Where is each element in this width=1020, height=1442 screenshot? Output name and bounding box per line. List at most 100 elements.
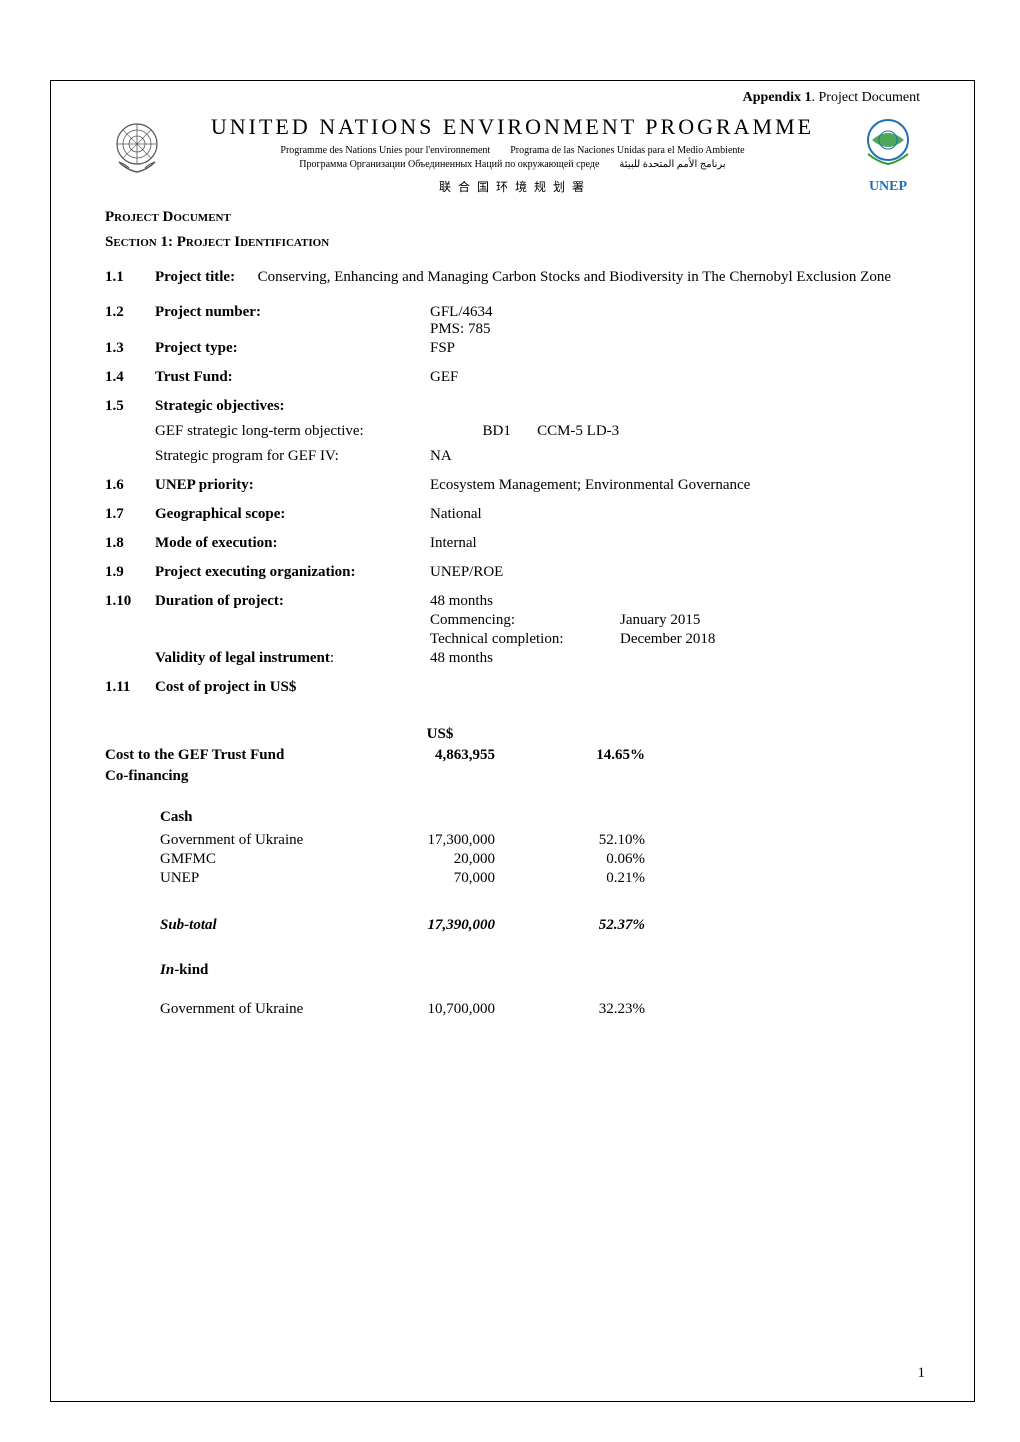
field-num: 1.6 <box>105 477 155 494</box>
field-num: 1.1 <box>105 269 155 286</box>
field-value: Conserving, Enhancing and Managing Carbo… <box>258 269 891 285</box>
field-1-9: 1.9 Project executing organization: UNEP… <box>105 564 920 581</box>
cost-currency-header: US$ <box>105 726 920 743</box>
project-number-1: GFL/4634 <box>430 304 920 321</box>
subtotal-amount: 17,390,000 <box>385 917 525 934</box>
inkind-row-0: Government of Ukraine 10,700,000 32.23% <box>105 1001 920 1018</box>
field-num: 1.3 <box>105 340 155 357</box>
cash-label: GMFMC <box>105 851 385 868</box>
subtotal-pct: 52.37% <box>525 917 645 934</box>
field-1-1: 1.1 Project title: Conserving, Enhancing… <box>105 269 920 286</box>
sub-label: GEF strategic long-term objective: <box>155 423 430 440</box>
field-1-5b: Strategic program for GEF IV: NA <box>105 448 920 465</box>
cash-pct: 0.21% <box>525 870 645 887</box>
cash-head: Cash <box>160 809 920 826</box>
commencing-value: January 2015 <box>620 612 920 629</box>
header-sub-cjk: 联 合 国 环 境 规 划 署 <box>179 178 846 195</box>
field-label: Project executing organization: <box>155 564 430 581</box>
field-label: Project type: <box>155 340 430 357</box>
field-value: GFL/4634 PMS: 785 <box>430 304 920 338</box>
validity-label: Validity of legal instrument: <box>155 650 430 667</box>
sub-label: Strategic program for GEF IV: <box>155 448 430 465</box>
cash-row-1: GMFMC 20,000 0.06% <box>105 851 920 868</box>
un-emblem-icon <box>105 114 169 178</box>
field-label: Project number: <box>155 304 430 321</box>
field-label: UNEP priority: <box>155 477 430 494</box>
field-label: Trust Fund: <box>155 369 430 386</box>
field-1-5: 1.5 Strategic objectives: <box>105 398 920 415</box>
appendix-suffix: . Project Document <box>812 90 920 105</box>
cash-row-2: UNEP 70,000 0.21% <box>105 870 920 887</box>
field-value: Ecosystem Management; Environmental Gove… <box>430 477 920 494</box>
gef-pct: 14.65% <box>525 747 645 764</box>
appendix-line: Appendix 1. Project Document <box>105 90 920 106</box>
field-label: Project title: <box>155 269 235 285</box>
cash-label: UNEP <box>105 870 385 887</box>
field-label: Strategic objectives: <box>155 398 430 415</box>
field-num: 1.5 <box>105 398 155 415</box>
subtotal-label: Sub-total <box>105 917 385 934</box>
field-1-10b: Validity of legal instrument: 48 months <box>105 650 920 667</box>
gef-trust-row: Cost to the GEF Trust Fund 4,863,955 14.… <box>105 747 920 764</box>
gef-amount: 4,863,955 <box>385 747 525 764</box>
commencing-label: Commencing: <box>430 612 620 629</box>
cofinancing-row: Co-financing <box>105 768 920 785</box>
field-1-6: 1.6 UNEP priority: Ecosystem Management;… <box>105 477 920 494</box>
cash-amount: 17,300,000 <box>385 832 525 849</box>
header-sub-ar: برنامج الأمم المتحدة للبيئة <box>619 158 725 172</box>
cash-pct: 52.10% <box>525 832 645 849</box>
section1-head: Section 1: Project Identification <box>105 234 920 251</box>
project-number-2: PMS: 785 <box>430 321 920 338</box>
appendix-bold: Appendix 1 <box>743 90 812 105</box>
field-1-4: 1.4 Trust Fund: GEF <box>105 369 920 386</box>
subtotal-row: Sub-total 17,390,000 52.37% <box>105 917 920 934</box>
field-1-5a: GEF strategic long-term objective: BD1 C… <box>105 423 920 440</box>
field-value: National <box>430 506 920 523</box>
currency-head: US$ <box>385 726 525 743</box>
cash-label: Government of Ukraine <box>105 832 385 849</box>
header-sub-fr: Programme des Nations Unies pour l'envir… <box>280 144 490 158</box>
field-value: 48 months Commencing: January 2015 Techn… <box>430 593 920 648</box>
field-1-3: 1.3 Project type: FSP <box>105 340 920 357</box>
field-label: Duration of project: <box>155 593 430 610</box>
field-1-11: 1.11 Cost of project in US$ <box>105 679 920 696</box>
field-1-8: 1.8 Mode of execution: Internal <box>105 535 920 552</box>
header-subtitles-2: Программа Организации Объединенных Наций… <box>179 158 846 172</box>
field-num: 1.4 <box>105 369 155 386</box>
unep-logo-icon: UNEP <box>856 114 920 178</box>
cash-amount: 20,000 <box>385 851 525 868</box>
cash-amount: 70,000 <box>385 870 525 887</box>
cash-row-0: Government of Ukraine 17,300,000 52.10% <box>105 832 920 849</box>
field-num: 1.7 <box>105 506 155 523</box>
header-sub-es: Programa de las Naciones Unidas para el … <box>510 144 744 158</box>
unep-logo-label: UNEP <box>856 179 920 195</box>
header-subtitles: Programme des Nations Unies pour l'envir… <box>179 144 846 158</box>
completion-label: Technical completion: <box>430 631 620 648</box>
header-sub-ru: Программа Организации Объединенных Наций… <box>299 158 599 172</box>
duration-months: 48 months <box>430 593 620 610</box>
header-center: UNITED NATIONS ENVIRONMENT PROGRAMME Pro… <box>179 114 846 195</box>
field-value: BD1 CCM-5 LD-3 <box>430 423 920 440</box>
field-value: NA <box>430 448 920 465</box>
doc-head: Project Document <box>105 209 920 226</box>
field-value: UNEP/ROE <box>430 564 920 581</box>
field-1-7: 1.7 Geographical scope: National <box>105 506 920 523</box>
field-label: Cost of project in US$ <box>155 679 430 696</box>
field-num: 1.2 <box>105 304 155 321</box>
field-1-2: 1.2 Project number: GFL/4634 PMS: 785 <box>105 304 920 338</box>
page-number: 1 <box>918 1365 926 1382</box>
field-value: GEF <box>430 369 920 386</box>
cash-pct: 0.06% <box>525 851 645 868</box>
validity-value: 48 months <box>430 650 920 667</box>
cofin-label: Co-financing <box>105 768 385 785</box>
inkind-head: In-kind <box>160 962 920 979</box>
field-label: Mode of execution: <box>155 535 430 552</box>
gef-label: Cost to the GEF Trust Fund <box>105 747 385 764</box>
field-num: 1.8 <box>105 535 155 552</box>
inkind-amount: 10,700,000 <box>385 1001 525 1018</box>
cost-block: US$ Cost to the GEF Trust Fund 4,863,955… <box>105 726 920 1018</box>
completion-value: December 2018 <box>620 631 920 648</box>
inkind-label: Government of Ukraine <box>105 1001 385 1018</box>
header-title: UNITED NATIONS ENVIRONMENT PROGRAMME <box>179 114 846 140</box>
field-label: Geographical scope: <box>155 506 430 523</box>
